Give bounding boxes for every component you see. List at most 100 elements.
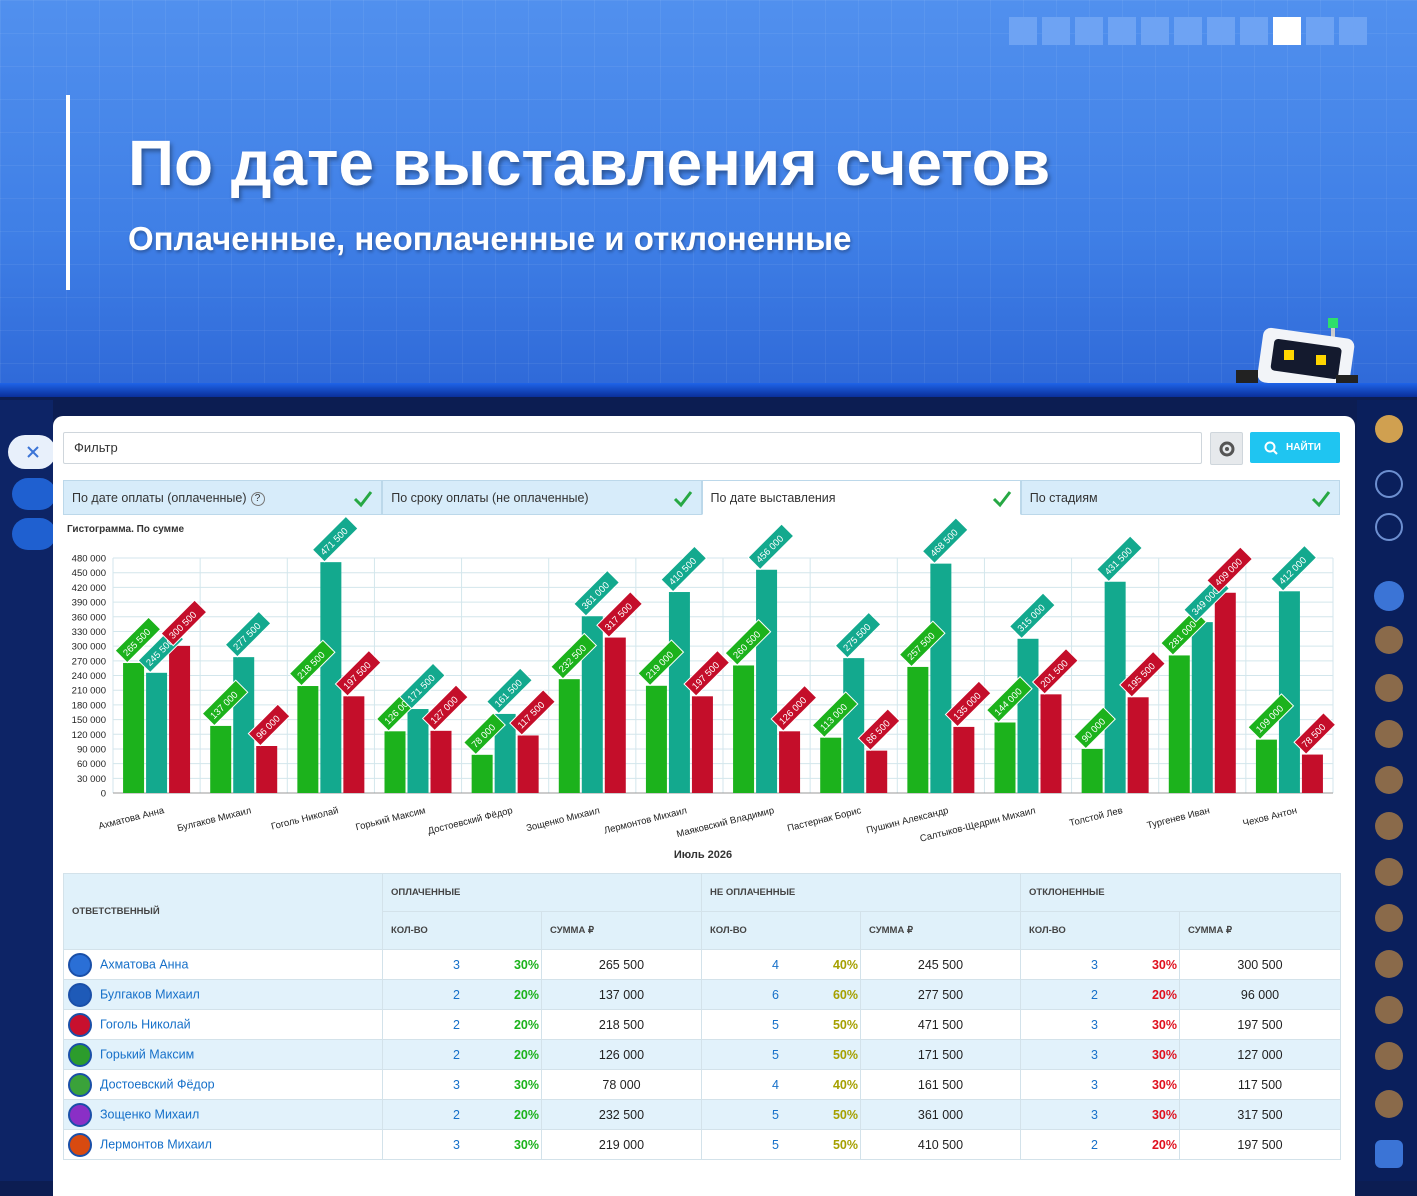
value-label-box (573, 569, 621, 617)
percent: 20% (1151, 1138, 1177, 1152)
count[interactable]: 2 (1091, 988, 1098, 1002)
count[interactable]: 2 (453, 1108, 460, 1122)
table-row: Ахматова Анна 3 30% 265 500 4 40% 245 500 3 30% 3… (63, 949, 1341, 980)
count[interactable]: 4 (772, 958, 779, 972)
value-label-box (637, 639, 685, 687)
header-cell: ОТВЕТСТВЕННЫЙ (63, 873, 383, 950)
count[interactable]: 2 (1091, 1138, 1098, 1152)
count[interactable]: 6 (772, 988, 779, 1002)
value-label-box (288, 639, 336, 687)
count[interactable]: 4 (772, 1078, 779, 1092)
value-label-box (224, 610, 272, 658)
tab[interactable]: По дате оплаты (оплаченные)? (63, 480, 383, 515)
value-label-box (247, 703, 291, 747)
sum: 219 000 (541, 1129, 702, 1160)
cell: 2 20% (382, 979, 542, 1010)
cell: 5 50% (701, 1039, 861, 1070)
table-row: Достоевский Фёдор 3 30% 78 000 4 40% 161 500 3 3… (63, 1069, 1341, 1100)
cell: Лермонтов Михаил (63, 1129, 383, 1160)
value-label-box (160, 599, 208, 647)
count[interactable]: 5 (772, 1048, 779, 1062)
bar (233, 657, 255, 793)
left-floating-buttons[interactable] (8, 432, 56, 552)
cell: 3 30% (1020, 949, 1180, 980)
avatar (68, 1102, 92, 1127)
count[interactable]: 3 (453, 1138, 460, 1152)
responsible-name[interactable]: Гоголь Николай (100, 1016, 191, 1031)
tab[interactable]: По сроку оплаты (не оплаченные) (382, 480, 702, 515)
sum: 127 000 (1179, 1039, 1341, 1070)
responsible-name[interactable]: Достоевский Фёдор (100, 1076, 215, 1091)
chart: Гистограмма. По сумме 0 30 000 60 000 90 000… (67, 516, 1337, 861)
bar (930, 563, 952, 793)
cell: 3 30% (382, 949, 542, 980)
tab[interactable]: По дате выставления (701, 480, 1021, 515)
bar (169, 645, 191, 793)
header-cell: КОЛ-ВО (382, 911, 542, 950)
right-sidebar-icons (1374, 415, 1404, 1168)
percent: 30% (513, 1138, 539, 1152)
value-label-box (114, 616, 162, 664)
responsible-name[interactable]: Булгаков Михаил (100, 986, 200, 1001)
count[interactable]: 2 (453, 1048, 460, 1062)
count[interactable]: 5 (772, 1018, 779, 1032)
percent: 50% (832, 1138, 858, 1152)
count[interactable]: 2 (453, 988, 460, 1002)
percent: 30% (1151, 1048, 1177, 1062)
tab-label: По дате выставления (710, 491, 836, 505)
responsible-name[interactable]: Зощенко Михаил (100, 1106, 200, 1121)
cell: 4 40% (701, 1069, 861, 1100)
bar (123, 663, 145, 793)
cell: 3 30% (382, 1129, 542, 1160)
responsible-name[interactable]: Лермонтов Михаил (100, 1136, 212, 1151)
count[interactable]: 2 (453, 1018, 460, 1032)
y-tick-label: 210 000 (72, 686, 106, 697)
count[interactable]: 3 (1091, 1018, 1098, 1032)
header-cell: КОЛ-ВО (701, 911, 861, 950)
value-label-box (985, 676, 1033, 723)
percent: 20% (1151, 988, 1177, 1002)
table-row: Булгаков Михаил 2 20% 137 000 6 60% 277 500 2 20… (63, 979, 1341, 1010)
cell: Гоголь Николай (63, 1009, 383, 1040)
cell: 3 30% (1020, 1069, 1180, 1100)
bar (430, 730, 452, 793)
x-tick-label: Маяковский Владимир (675, 805, 775, 840)
value-label-box (509, 689, 556, 736)
cell: Достоевский Фёдор (63, 1069, 383, 1100)
percent: 50% (832, 1108, 858, 1122)
tab[interactable]: По стадиям (1020, 480, 1340, 515)
value-label-box (857, 708, 901, 752)
progress-squares (1009, 17, 1367, 45)
bar (1168, 655, 1190, 793)
count[interactable]: 3 (1091, 1048, 1098, 1062)
responsible-name[interactable]: Ахматова Анна (100, 956, 189, 971)
cell: 3 30% (1020, 1039, 1180, 1070)
count[interactable]: 3 (1091, 958, 1098, 972)
count[interactable]: 3 (453, 958, 460, 972)
bar (907, 666, 929, 793)
count[interactable]: 3 (1091, 1108, 1098, 1122)
value-label-box (201, 679, 249, 727)
search-button[interactable]: НАЙТИ (1250, 432, 1340, 463)
settings-button[interactable] (1210, 432, 1243, 465)
count[interactable]: 5 (772, 1138, 779, 1152)
count[interactable]: 3 (453, 1078, 460, 1092)
filter-input[interactable]: Фильтр (63, 432, 1202, 464)
bar (994, 722, 1016, 793)
percent: 20% (513, 1048, 539, 1062)
bar (779, 731, 801, 793)
count[interactable]: 5 (772, 1108, 779, 1122)
summary-table: ОТВЕТСТВЕННЫЙ ОПЛАЧЕННЫЕ НЕ ОПЛАЧЕННЫЕ ОТКЛ… (63, 873, 1341, 1160)
responsible-name[interactable]: Горький Максим (100, 1046, 195, 1061)
value-label: 275 500 (834, 611, 882, 659)
bar (691, 696, 713, 793)
y-tick-label: 360 000 (72, 612, 106, 623)
sum: 218 500 (541, 1009, 702, 1040)
count[interactable]: 3 (1091, 1078, 1098, 1092)
tab-label: По стадиям (1029, 491, 1098, 505)
bar (343, 696, 365, 793)
cell: 5 50% (701, 1099, 861, 1130)
x-tick-label: Зощенко Михаил (525, 805, 601, 834)
search-label: НАЙТИ (1286, 442, 1321, 453)
value-label-box (660, 545, 708, 593)
